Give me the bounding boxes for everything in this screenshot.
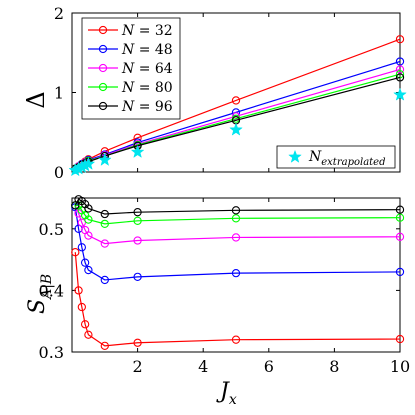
legend-entry: N = 32	[121, 23, 173, 39]
top-series-n-64-point	[395, 65, 405, 74]
top-series-n-extrapolated-point	[393, 87, 407, 101]
bottom-series-n-32-point	[84, 330, 93, 339]
top-legend-extrapolated: Nextrapolated	[276, 145, 396, 169]
top-series-n-extrapolated-point	[97, 152, 112, 166]
top-legend-box	[81, 17, 181, 120]
top-ylabel: Δ	[22, 91, 50, 108]
bottom-series-n-96-point	[71, 201, 80, 210]
bottom-series-n-48-point	[100, 275, 109, 285]
bottom-series-n-80-point	[84, 215, 93, 224]
extrapolated-legend-label: Nextrapolated	[308, 149, 386, 168]
bottom-series-n-48	[71, 203, 405, 285]
bottom-ylabel: SA|B	[25, 274, 55, 314]
bottom-series-n-48-line	[74, 207, 401, 281]
bottom-series-n-32	[71, 248, 405, 350]
bottom-series-n-64-point	[77, 218, 86, 227]
legend-marker	[98, 101, 108, 111]
legend-entry: N = 80	[121, 80, 173, 96]
bottom-series-n-96-point	[84, 204, 93, 213]
legend-entry: N = 96	[121, 99, 173, 115]
bottom-ytick-label: 0.3	[39, 343, 64, 362]
bottom-series-n-48-point	[80, 258, 90, 267]
bottom-ytick-label: 0.5	[39, 220, 64, 239]
top-ytick-label: 1	[54, 84, 64, 103]
bottom-series-n-48-point	[77, 243, 86, 252]
bottom-series-n-32-point	[74, 286, 83, 295]
top-series-n-extrapolated-point	[81, 156, 96, 170]
bottom-ytick-label: 0.4	[39, 281, 64, 300]
bottom-series-n-32-point	[133, 338, 142, 347]
bottom-series-n-64-point	[84, 231, 93, 240]
bottom-series-n-32-point	[71, 248, 80, 257]
bottom-series-n-96-point	[100, 209, 109, 219]
top-panel-delta: 0 1 2 Δ N = 32 N = 48 N = 64 N = 80 N = 96 Nextra…	[22, 4, 407, 182]
legend-marker	[98, 25, 108, 35]
top-ytick-label: 2	[54, 4, 64, 23]
legend-entry: N = 64	[121, 61, 173, 77]
top-series-n-32-point	[395, 35, 405, 44]
bottom-series-n-64-point	[100, 239, 109, 248]
top-series-n-extrapolated-point	[130, 144, 145, 158]
bottom-series-n-48-point	[395, 267, 405, 277]
bottom-series-n-80-point	[133, 216, 142, 225]
legend-marker	[98, 82, 108, 92]
bottom-series-n-96-point	[395, 205, 405, 214]
top-ytick-label: 0	[54, 163, 64, 182]
bottom-series-n-96-point	[133, 208, 142, 217]
bottom-series-n-96	[71, 195, 405, 219]
bottom-series-n-64-point	[231, 233, 241, 242]
top-series-n-48-point	[395, 57, 405, 66]
bottom-series-n-80-point	[395, 213, 405, 222]
legend-marker	[98, 63, 108, 73]
bottom-series-n-64-point	[133, 236, 142, 245]
top-series-n-96-point	[395, 73, 405, 82]
bottom-axes-frame	[71, 197, 401, 353]
bottom-series-n-48-point	[231, 269, 241, 278]
bottom-series-n-96-point	[231, 206, 241, 215]
bottom-series-n-64-point	[395, 232, 405, 241]
top-legend: N = 32 N = 48 N = 64 N = 80 N = 96	[81, 17, 181, 120]
bottom-xlabel: Jx	[216, 379, 237, 408]
top-series-n-extrapolated	[68, 87, 407, 177]
bottom-panel-entropy: 2 4 6 8 10 0.3 0.4 0.5 SA|B Jx	[25, 195, 410, 408]
bottom-xtick-label: 2	[133, 357, 143, 376]
extrapolated-legend-box	[276, 145, 396, 169]
extrapolated-legend-marker	[288, 149, 302, 163]
legend-entry: N = 48	[121, 42, 173, 58]
bottom-series-n-32-point	[80, 320, 90, 329]
bottom-xtick-label: 6	[264, 357, 274, 376]
bottom-series-n-32-point	[231, 335, 241, 344]
bottom-series-n-32-point	[77, 302, 86, 312]
legend-marker	[98, 44, 108, 54]
top-series-n-extrapolated-point	[229, 122, 243, 136]
top-series-n-32-point	[231, 96, 241, 105]
bottom-series-n-32-point	[395, 334, 405, 344]
bottom-xtick-label: 4	[198, 357, 208, 376]
bottom-series-n-80-point	[231, 214, 241, 223]
bottom-xtick-label: 10	[390, 357, 410, 376]
bottom-series-n-80-point	[100, 219, 109, 229]
bottom-series-n-96-line	[74, 198, 401, 215]
bottom-series-n-32-line	[74, 252, 401, 347]
bottom-xtick-label: 8	[329, 357, 339, 376]
bottom-series-n-32-point	[100, 341, 109, 350]
bottom-series-n-48-point	[133, 272, 142, 281]
bottom-series-n-48-point	[84, 265, 93, 275]
